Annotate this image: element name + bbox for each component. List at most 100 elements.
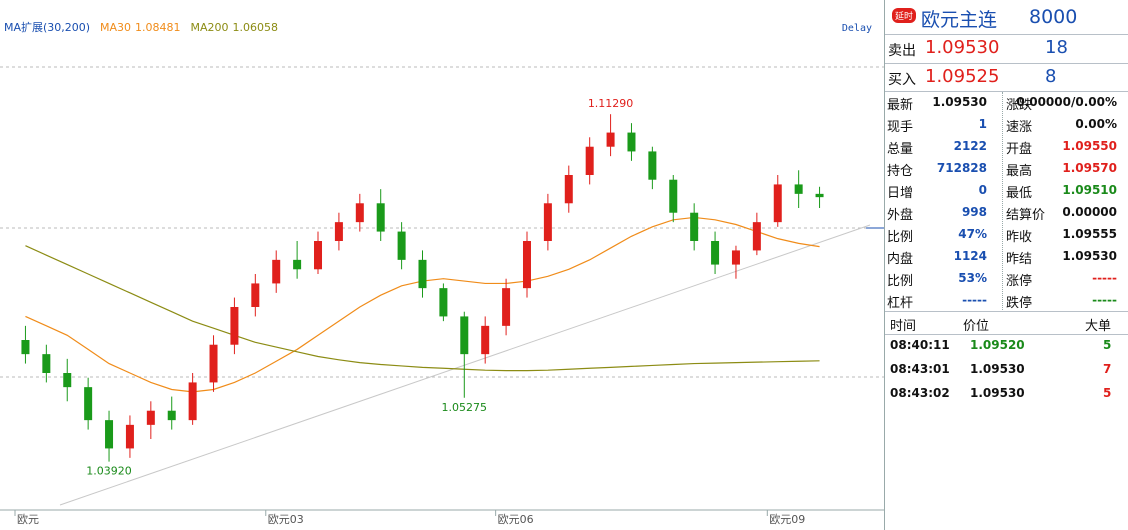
divider [885, 34, 1128, 35]
candle-body [105, 420, 114, 449]
stat-value: 1.09570 [1062, 161, 1117, 175]
legend-value: 1.08481 [135, 21, 181, 34]
tick-cell: 5 [1103, 386, 1112, 400]
price-annotation: 1.03920 [86, 465, 132, 478]
price-annotation: 1.05275 [442, 401, 488, 414]
candle-body [648, 151, 657, 180]
stat-label: 结算价 [1006, 208, 1046, 223]
stat-value: ----- [962, 293, 987, 307]
column-divider [1002, 92, 1003, 310]
stat-value: ----- [1092, 271, 1117, 285]
candle-body [627, 132, 636, 152]
candle-body [293, 259, 302, 270]
contract-code: 8000 [1029, 6, 1078, 28]
price-annotation: 1.11290 [588, 97, 634, 110]
candle-body [690, 212, 699, 241]
candle-body [585, 146, 594, 175]
candle-body [543, 203, 552, 241]
stat-value: 998 [961, 205, 987, 219]
stat-label: 涨跌 [1006, 98, 1033, 113]
trend-line [59, 224, 871, 506]
candle-body [731, 250, 740, 265]
legend-name: MA30 [100, 21, 131, 34]
contract-name: 欧元主连 [921, 9, 998, 31]
x-tick-label: 欧元06 [498, 513, 534, 526]
delay-badge: 延时 [892, 8, 917, 23]
chart-background [0, 0, 884, 530]
candle-body [42, 354, 51, 373]
candle-body [167, 410, 176, 421]
candle-body [564, 175, 573, 204]
candle-body [522, 241, 531, 289]
candle-body [251, 283, 260, 307]
stat-value: 712828 [936, 161, 987, 175]
candle-body [21, 340, 30, 355]
quote-price: 1.09525 [925, 66, 1000, 87]
candle-body [439, 288, 448, 317]
candle-body [146, 410, 155, 425]
divider [885, 334, 1128, 335]
candle-body [188, 382, 197, 421]
stat-label: 日增 [887, 186, 914, 201]
candle-body [355, 203, 364, 223]
quote-label: 买入 [888, 72, 916, 88]
tick-cell: 1.09530 [970, 362, 1025, 376]
candle-body [84, 387, 93, 421]
stat-value: 0.00000/0.00% [1016, 95, 1117, 109]
stat-value: 0.00% [1075, 117, 1117, 131]
stat-value: 53% [958, 271, 987, 285]
candle-body [711, 241, 720, 265]
legend-name: MA200 [191, 21, 229, 34]
stat-label: 涨停 [1006, 274, 1033, 289]
candle-body [606, 132, 615, 147]
stat-label: 最低 [1006, 186, 1033, 201]
stat-label: 最新 [887, 98, 914, 113]
tick-cell: 1.09530 [970, 386, 1025, 400]
stat-label: 杠杆 [887, 296, 914, 311]
stat-value: ----- [1092, 293, 1117, 307]
stat-value: 1124 [953, 249, 987, 263]
stat-value: 2122 [953, 139, 987, 153]
candle-body [209, 344, 218, 383]
stat-value: 1.09510 [1062, 183, 1117, 197]
stat-label: 现手 [887, 120, 914, 135]
tick-cell: 7 [1103, 362, 1112, 376]
quote-volume: 8 [1045, 66, 1057, 87]
divider [885, 311, 1128, 312]
divider [885, 63, 1128, 64]
stat-label: 开盘 [1006, 142, 1033, 157]
stat-value: 1.09530 [1062, 249, 1117, 263]
tick-cell: 08:40:11 [890, 338, 950, 352]
candle-body [794, 184, 803, 194]
stat-label: 持仓 [887, 164, 914, 179]
candle-body [773, 184, 782, 223]
x-tick-label: 欧元09 [769, 513, 805, 526]
legend-value: 1.06058 [233, 21, 279, 34]
stat-value: 1.09555 [1062, 227, 1117, 241]
tick-cell: 08:43:02 [890, 386, 950, 400]
ma-line [25, 245, 820, 372]
stat-label: 最高 [1006, 164, 1033, 179]
candle-body [502, 288, 511, 326]
candle-body [63, 373, 72, 388]
quote-panel: 延时 欧元主连 8000 卖出 1.09530 18 买入 1.09525 8 最新 1.09530… [884, 0, 1128, 530]
tick-cell: 1.09520 [970, 338, 1025, 352]
stat-label: 跌停 [1006, 296, 1033, 311]
candle-body [314, 241, 323, 270]
x-tick-label: 欧元03 [268, 513, 304, 526]
ticks-header: 大单 [1085, 319, 1112, 334]
stat-value: 1 [978, 117, 987, 131]
stat-value: 0 [978, 183, 987, 197]
quote-volume: 18 [1045, 37, 1068, 58]
candle-body [752, 222, 761, 251]
divider [885, 91, 1128, 92]
candle-body [669, 179, 678, 213]
stat-label: 比例 [887, 274, 914, 289]
stat-label: 外盘 [887, 208, 914, 223]
ticks-header: 价位 [963, 319, 990, 334]
candle-body [230, 307, 239, 345]
candle-body [125, 424, 134, 449]
stat-value: 0.00000 [1062, 205, 1117, 219]
candle-body [815, 193, 824, 198]
x-tick-label: 欧元 [17, 513, 39, 526]
